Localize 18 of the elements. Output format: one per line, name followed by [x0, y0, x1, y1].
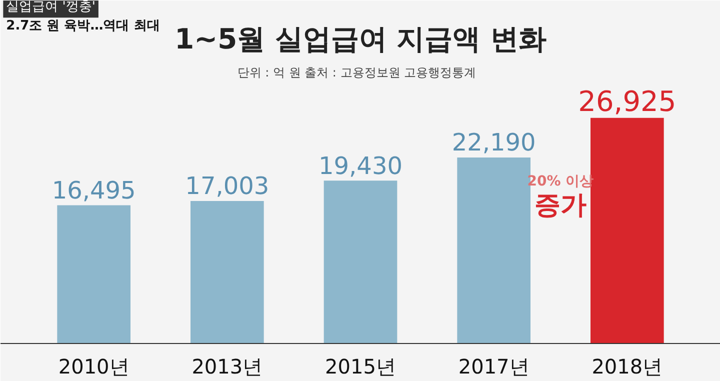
bar — [57, 205, 130, 344]
data-label: 22,190 — [452, 128, 536, 157]
x-tick-label: 2013년 — [192, 354, 263, 378]
text: 2.7조 원 육박…역대 최대 — [6, 18, 160, 34]
data-label: 16,495 — [52, 176, 136, 204]
bar — [324, 180, 398, 344]
annotation: 증가 — [534, 190, 586, 220]
chart-title: 1~5월 실업급여 지급액 변화 — [174, 22, 546, 56]
x-tick-label: 2017년 — [458, 354, 530, 378]
data-label: 26,925 — [578, 84, 676, 118]
x-tick-label: 2018년 — [592, 354, 663, 378]
x-tick-label: 2015년 — [325, 354, 396, 378]
x-tick-label: 2010년 — [58, 354, 130, 378]
data-label: 17,003 — [185, 172, 270, 200]
data-label: 19,430 — [318, 152, 402, 180]
bar — [190, 201, 264, 344]
text: 실업급여 '껑충' — [6, 0, 96, 15]
chart-subtitle: 단위 : 억 원 출처 : 고용정보원 고용행정통계 — [237, 65, 476, 80]
